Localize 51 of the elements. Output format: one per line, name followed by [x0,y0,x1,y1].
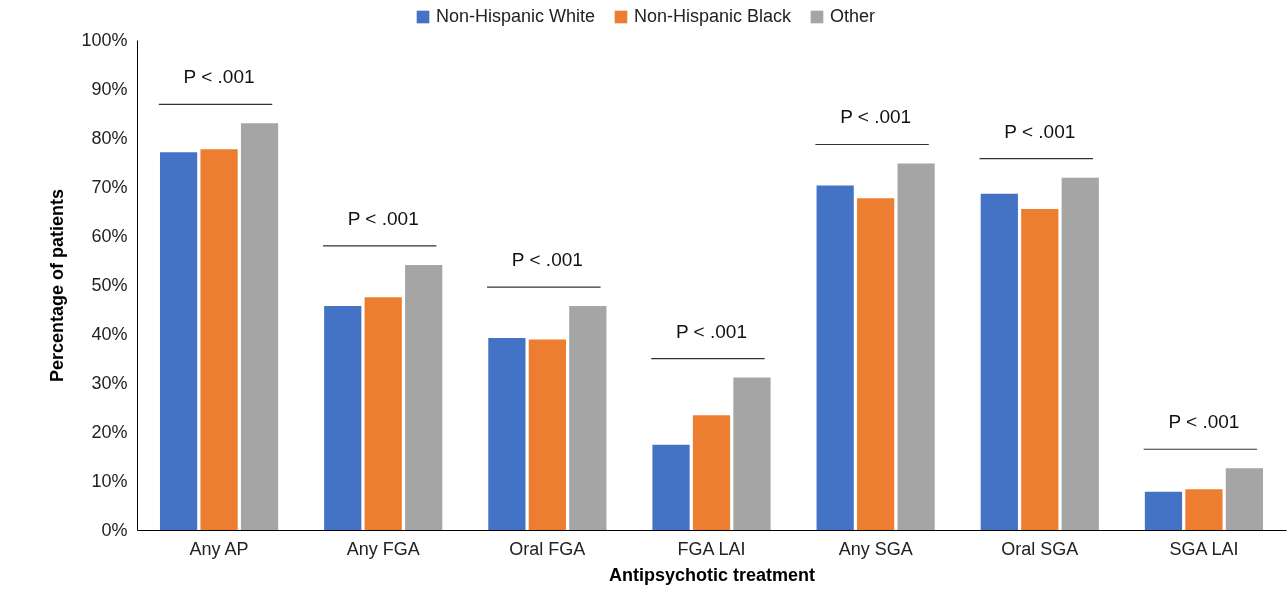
x-tick-label: Oral SGA [1001,538,1079,559]
bar [1021,209,1059,530]
x-tick-label: Any AP [189,538,249,559]
bar [1185,489,1223,530]
y-tick-label: 100% [81,29,128,50]
legend-label: Non-Hispanic Black [634,6,793,26]
annotation: P < .001 [840,106,912,128]
annotation: P < .001 [183,66,255,88]
y-tick-label: 0% [101,519,128,540]
y-tick-label: 40% [91,323,128,344]
bar [159,152,198,530]
bar [324,306,362,530]
bar [733,377,771,530]
bar [405,264,443,530]
bar [200,149,238,530]
bar [980,193,1018,530]
annotation: P < .001 [1168,411,1240,433]
bar [897,163,935,530]
x-tick-label: Any FGA [346,538,420,559]
bar [652,444,690,530]
x-tick-label: FGA LAI [677,538,746,559]
annotation: P < .001 [676,320,747,342]
bar [569,306,607,530]
bar [488,337,526,530]
bar [364,297,402,530]
annotation: P < .001 [511,249,583,271]
bar [1061,177,1099,530]
annotation: P < .001 [347,207,419,229]
bar [692,415,731,530]
y-tick-label: 20% [91,421,128,442]
y-tick-label: 30% [91,372,128,393]
bar [857,198,895,530]
x-tick-label: SGA LAI [1169,538,1239,559]
bar [240,123,279,530]
bar [1225,468,1264,530]
y-tick-label: 90% [91,78,128,99]
x-tick-label: Oral FGA [509,538,586,559]
y-tick-label: 60% [91,225,128,246]
y-tick-label: 50% [91,274,128,295]
x-tick-label: Any SGA [838,538,913,559]
y-tick-label: 10% [91,470,128,491]
bar [1144,491,1183,530]
y-tick-label: 80% [91,127,128,148]
legend-label: Other [830,6,876,26]
annotation: P < .001 [1004,120,1076,142]
legend-label: Non-Hispanic White [436,6,596,26]
y-axis-title: Percentage of patients [47,188,68,383]
bar [816,185,854,530]
bar [528,339,566,530]
x-axis-title: Antipsychotic treatment [608,564,816,585]
y-tick-label: 70% [91,176,128,197]
